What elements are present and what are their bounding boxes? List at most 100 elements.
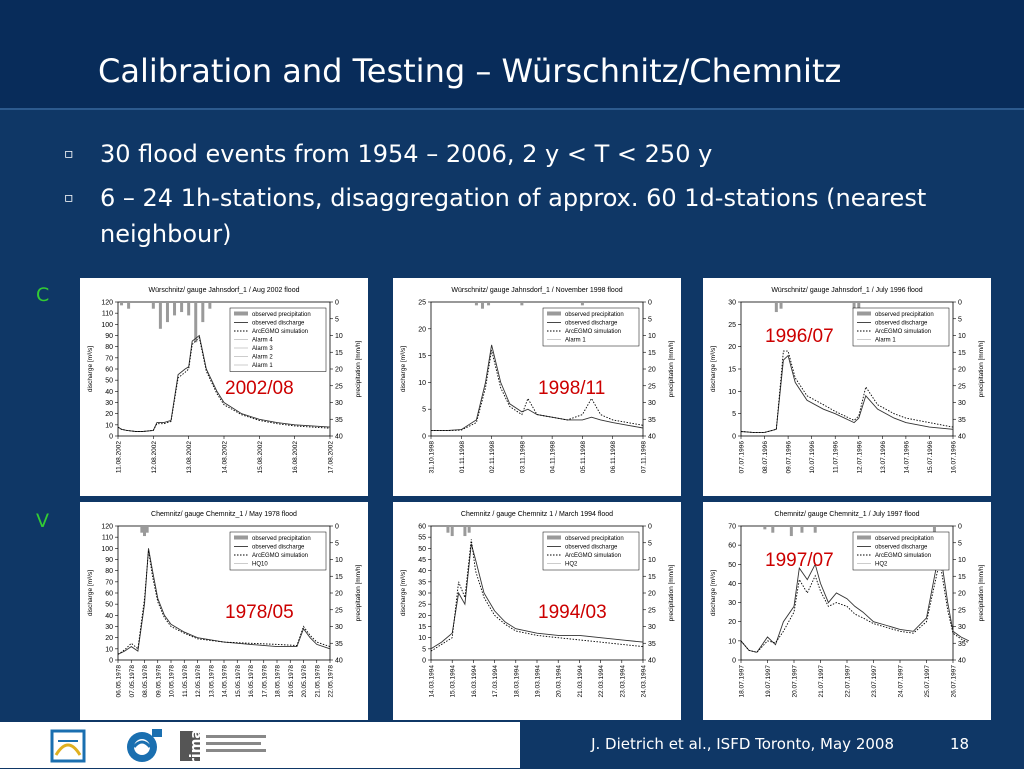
y-tick-label: 40 (105, 613, 113, 620)
y2-tick-label: 15 (335, 350, 343, 357)
y2-tick-label: 15 (648, 350, 656, 357)
x-tick-label: 16.07.1996 (951, 441, 958, 474)
y-axis-label: discharge [m³/s] (400, 346, 407, 392)
series-line-1 (117, 336, 331, 432)
event-year-label: 1994/03 (538, 602, 607, 623)
precip-bar (450, 526, 454, 537)
precip-bar (467, 526, 471, 533)
y-tick-label: 0 (732, 434, 736, 441)
legend-entry: observed discharge (565, 545, 618, 551)
legend-entry: observed discharge (875, 545, 928, 551)
legend-entry: ArcEGMO simulation (875, 553, 931, 559)
x-tick-label: 02.11.1998 (489, 441, 496, 473)
chart-1978-05: Chemnitz/ gauge Chemnitz_1 / May 1978 fl… (87, 511, 362, 698)
x-tick-label: 18.03.1994 (513, 665, 520, 698)
logo-1 (48, 727, 88, 769)
y-tick-label: 110 (102, 535, 113, 542)
y2-axis-label: precipitation [mm/h] (978, 340, 985, 397)
x-tick-label: 09.05.1978 (155, 665, 162, 698)
y2-tick-label: 30 (958, 624, 966, 631)
y2-tick-label: 10 (648, 333, 656, 340)
slide-title: Calibration and Testing – Würschnitz/Che… (98, 52, 842, 90)
y2-tick-label: 35 (335, 417, 343, 424)
x-tick-label: 16.05.1978 (248, 665, 255, 698)
legend-swatch (234, 311, 248, 316)
y-tick-label: 70 (105, 579, 113, 586)
y2-tick-label: 20 (958, 367, 966, 374)
precip-bar (789, 526, 793, 537)
precip-bar (127, 302, 131, 309)
y2-tick-label: 0 (335, 524, 339, 531)
footer-band (520, 722, 1024, 768)
event-year-label: 1996/07 (765, 326, 834, 347)
legend-entry: observed precipitation (252, 536, 311, 542)
precip-bar (480, 302, 484, 309)
y-tick-label: 100 (101, 546, 113, 553)
y2-tick-label: 0 (648, 300, 652, 307)
y-tick-label: 80 (105, 344, 113, 351)
bullet-marker: ▫ (64, 190, 74, 206)
y2-tick-label: 35 (648, 641, 656, 648)
y-axis-label: discharge [m³/s] (400, 570, 407, 616)
y-tick-label: 30 (105, 400, 113, 407)
legend-entry: HQ10 (252, 562, 268, 568)
x-tick-label: 15.05.1978 (235, 665, 242, 698)
y-tick-label: 25 (418, 602, 426, 609)
series-line-0 (740, 354, 954, 433)
legend-entry: Alarm 3 (252, 346, 273, 352)
x-tick-label: 11.07.1996 (833, 441, 840, 473)
y-tick-label: 40 (418, 568, 426, 575)
y2-tick-label: 20 (648, 591, 656, 598)
y2-tick-label: 10 (335, 333, 343, 340)
x-tick-label: 17.05.1978 (261, 665, 268, 698)
x-tick-label: 17.03.1994 (492, 665, 499, 698)
y2-tick-label: 40 (335, 434, 343, 441)
y2-tick-label: 0 (958, 524, 962, 531)
x-tick-label: 09.07.1996 (786, 441, 793, 474)
y2-axis-label: precipitation [mm/h] (355, 340, 362, 397)
y-tick-label: 35 (418, 579, 426, 586)
x-tick-label: 21.03.1994 (577, 665, 584, 698)
y-tick-label: 45 (418, 557, 426, 564)
legend-entry: Alarm 4 (252, 338, 273, 344)
chart-1994-03: Chemnitz / gauge Chemnitz 1 / March 1994… (400, 511, 675, 698)
y-tick-label: 0 (109, 434, 113, 441)
x-tick-label: 08.07.1996 (762, 441, 769, 474)
chart-title: Würschnitz/ gauge Jahnsdorf_1 / Aug 2002… (149, 287, 300, 294)
precip-bar (120, 302, 124, 306)
y2-tick-label: 35 (958, 641, 966, 648)
y2-tick-label: 20 (958, 591, 966, 598)
y2-tick-label: 15 (335, 574, 343, 581)
precip-bar (140, 526, 144, 533)
legend-entry: observed discharge (875, 321, 928, 327)
x-tick-label: 22.05.1978 (328, 665, 335, 698)
footer-citation: J. Dietrich et al., ISFD Toronto, May 20… (591, 735, 894, 753)
x-tick-label: 10.05.1978 (169, 665, 176, 698)
legend-entry: observed precipitation (875, 536, 934, 542)
y-tick-label: 100 (101, 322, 113, 329)
x-tick-label: 11.05.1978 (182, 665, 189, 697)
y-tick-label: 10 (105, 646, 113, 653)
series-line-0 (117, 548, 331, 655)
precip-bar (463, 526, 467, 537)
y-tick-label: 60 (105, 367, 113, 374)
precip-bar (446, 526, 450, 533)
y-tick-label: 50 (105, 602, 113, 609)
y2-tick-label: 40 (958, 434, 966, 441)
x-tick-label: 03.11.1998 (519, 441, 526, 473)
y-tick-label: 10 (728, 638, 736, 645)
chart-title: Chemnitz/ gauge Chemnitz_1 / July 1997 f… (774, 511, 919, 518)
legend-entry: Alarm 1 (252, 363, 273, 369)
chart-panel-1997-07: Chemnitz/ gauge Chemnitz_1 / July 1997 f… (703, 502, 991, 720)
y-tick-label: 10 (105, 422, 113, 429)
legend-entry: observed precipitation (565, 536, 624, 542)
y-tick-label: 60 (728, 543, 736, 550)
chart-title: Chemnitz/ gauge Chemnitz_1 / May 1978 fl… (151, 511, 297, 518)
y2-tick-label: 0 (958, 300, 962, 307)
legend-entry: observed precipitation (875, 312, 934, 318)
x-tick-label: 16.08.2002 (292, 441, 299, 474)
x-tick-label: 13.07.1996 (880, 441, 887, 474)
y2-tick-label: 25 (648, 383, 656, 390)
x-tick-label: 10.07.1996 (809, 441, 816, 474)
y2-tick-label: 35 (335, 641, 343, 648)
